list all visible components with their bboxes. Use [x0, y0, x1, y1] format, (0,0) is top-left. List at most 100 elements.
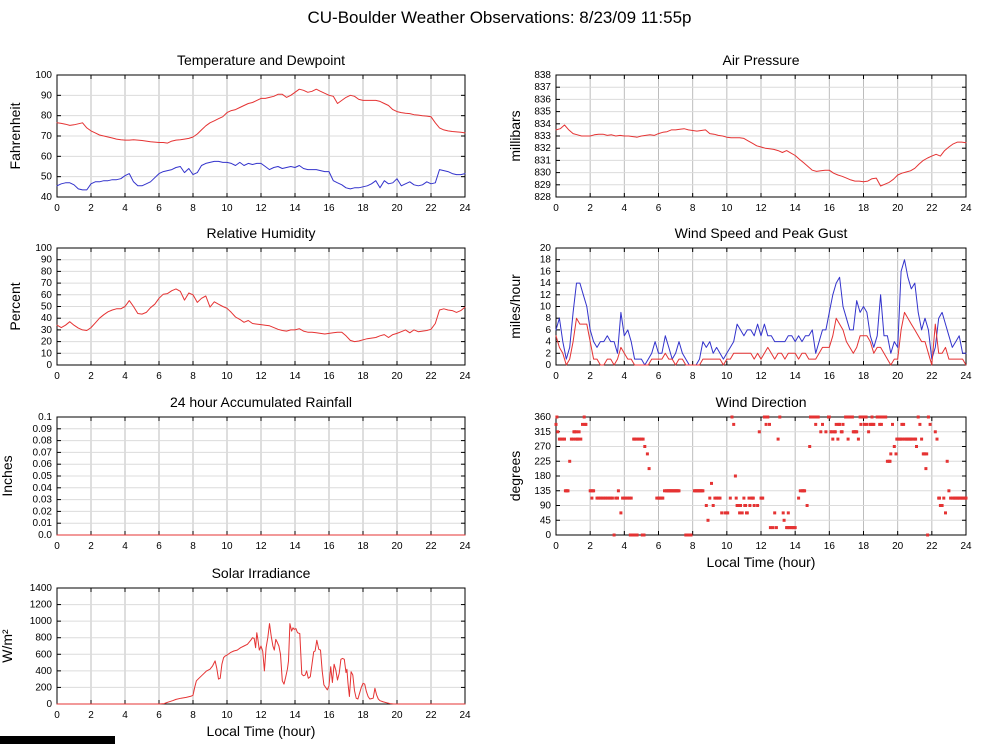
svg-text:360: 360: [534, 412, 551, 423]
chart-title: Relative Humidity: [207, 225, 316, 241]
y-axis-label: Inches: [0, 455, 15, 496]
svg-text:8: 8: [190, 371, 196, 382]
svg-text:18: 18: [858, 371, 870, 382]
svg-text:100: 100: [35, 243, 52, 254]
svg-text:20: 20: [540, 243, 552, 254]
svg-text:2: 2: [587, 541, 593, 552]
chart-title: Wind Speed and Peak Gust: [675, 225, 848, 241]
svg-text:18: 18: [357, 541, 369, 552]
svg-text:0.01: 0.01: [33, 518, 53, 529]
chart-solar-irradiance: 0 2 4 6 8 10 12 14 16 18 20 22 240200400600800100012…: [0, 565, 471, 739]
svg-text:16: 16: [540, 266, 552, 277]
svg-text:0.07: 0.07: [33, 447, 53, 458]
svg-text:14: 14: [289, 203, 301, 214]
svg-text:836: 836: [534, 94, 551, 105]
svg-text:18: 18: [858, 203, 870, 214]
grid: [57, 248, 465, 365]
svg-text:22: 22: [425, 541, 437, 552]
svg-text:0: 0: [545, 360, 551, 371]
svg-text:0.08: 0.08: [33, 436, 53, 447]
svg-text:50: 50: [41, 302, 53, 313]
series-peak-gust: [555, 259, 967, 366]
svg-text:135: 135: [534, 486, 551, 497]
svg-text:0.02: 0.02: [33, 506, 53, 517]
svg-text:837: 837: [534, 82, 551, 93]
svg-text:4: 4: [622, 541, 628, 552]
tick-labels: 0 2 4 6 8 10 12 14 16 18 20 22 248288298308318328338…: [534, 70, 972, 214]
svg-text:6: 6: [156, 541, 162, 552]
svg-text:4: 4: [622, 371, 628, 382]
svg-text:4: 4: [622, 203, 628, 214]
svg-text:0.09: 0.09: [33, 424, 53, 435]
svg-text:18: 18: [858, 541, 870, 552]
svg-text:60: 60: [41, 151, 53, 162]
svg-text:200: 200: [35, 682, 52, 693]
svg-text:600: 600: [35, 649, 52, 660]
svg-text:20: 20: [391, 371, 403, 382]
svg-text:14: 14: [790, 203, 802, 214]
svg-text:16: 16: [824, 203, 836, 214]
svg-text:40: 40: [41, 192, 53, 203]
svg-text:6: 6: [156, 203, 162, 214]
svg-text:8: 8: [545, 313, 551, 324]
svg-text:20: 20: [892, 203, 904, 214]
svg-text:22: 22: [926, 371, 938, 382]
svg-text:2: 2: [88, 371, 94, 382]
svg-text:6: 6: [156, 371, 162, 382]
svg-text:30: 30: [41, 325, 53, 336]
ticks: [56, 74, 466, 198]
svg-text:6: 6: [156, 710, 162, 721]
svg-text:14: 14: [790, 541, 802, 552]
svg-text:24: 24: [960, 203, 972, 214]
svg-text:6: 6: [656, 203, 662, 214]
svg-text:835: 835: [534, 107, 551, 118]
chart-title: Temperature and Dewpoint: [177, 52, 345, 68]
bottom-left-dark-bar: [0, 736, 115, 744]
svg-text:60: 60: [41, 290, 53, 301]
svg-text:12: 12: [255, 541, 267, 552]
svg-text:20: 20: [391, 541, 403, 552]
svg-text:6: 6: [656, 541, 662, 552]
grid: [556, 75, 966, 197]
svg-text:40: 40: [41, 313, 53, 324]
svg-text:0: 0: [545, 530, 551, 541]
svg-text:10: 10: [41, 348, 53, 359]
svg-text:14: 14: [790, 371, 802, 382]
svg-text:832: 832: [534, 143, 551, 154]
svg-text:0.05: 0.05: [33, 471, 53, 482]
svg-text:22: 22: [425, 203, 437, 214]
svg-text:18: 18: [357, 710, 369, 721]
svg-text:24: 24: [459, 203, 471, 214]
svg-text:0.06: 0.06: [33, 459, 53, 470]
svg-text:2: 2: [587, 371, 593, 382]
svg-text:4: 4: [545, 337, 551, 348]
svg-text:24: 24: [459, 371, 471, 382]
svg-text:0.04: 0.04: [33, 483, 53, 494]
svg-text:24: 24: [960, 541, 972, 552]
svg-text:0: 0: [54, 371, 60, 382]
svg-text:10: 10: [721, 203, 733, 214]
svg-text:12: 12: [540, 290, 552, 301]
grid: [57, 75, 465, 197]
svg-text:4: 4: [122, 371, 128, 382]
svg-text:16: 16: [323, 371, 335, 382]
svg-text:14: 14: [289, 541, 301, 552]
grid: [57, 417, 465, 535]
svg-text:800: 800: [35, 633, 52, 644]
svg-text:838: 838: [534, 70, 551, 81]
svg-text:12: 12: [755, 371, 767, 382]
svg-text:14: 14: [540, 278, 552, 289]
x-axis-label: Local Time (hour): [707, 554, 816, 570]
svg-text:2: 2: [545, 348, 551, 359]
svg-text:834: 834: [534, 119, 551, 130]
page-title: CU-Boulder Weather Observations: 8/23/09…: [307, 8, 692, 27]
grid: [57, 588, 465, 704]
svg-text:8: 8: [690, 203, 696, 214]
svg-text:10: 10: [221, 541, 233, 552]
y-axis-label: degrees: [507, 451, 523, 502]
svg-text:6: 6: [545, 325, 551, 336]
svg-text:0: 0: [553, 203, 559, 214]
